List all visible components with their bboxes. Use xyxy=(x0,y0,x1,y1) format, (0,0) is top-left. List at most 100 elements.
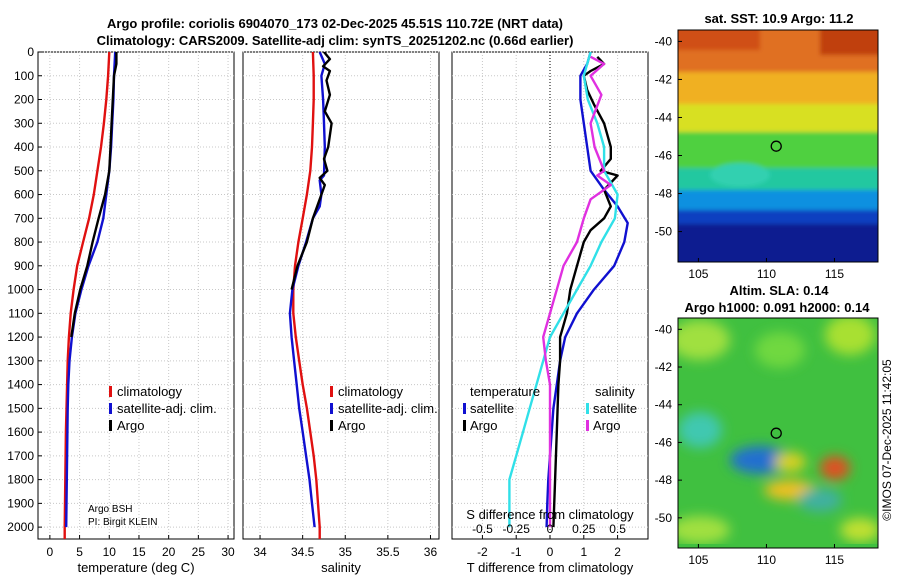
sla-map-frame xyxy=(677,317,879,549)
sst-y-ticks: -40 -42 -44 -46 -48 -50 xyxy=(655,34,682,239)
map-y-tick-label: -44 xyxy=(655,398,673,412)
legend-header-salinity: salinity xyxy=(595,384,635,399)
legend-label-satellite: satellite-adj. clim. xyxy=(117,401,217,416)
x-tick-label: 36 xyxy=(424,545,438,559)
y-tick-label: 1700 xyxy=(7,449,34,463)
legend-label-argo: Argo xyxy=(338,418,365,433)
map-x-tick-label: 110 xyxy=(757,267,776,281)
legend-swatch-satellite xyxy=(330,403,333,414)
sst-argo-marker xyxy=(770,140,782,152)
sla-blob-low xyxy=(730,446,790,474)
x-tick-label: -2 xyxy=(477,545,488,559)
map-x-tick-label: 115 xyxy=(825,553,844,567)
y-tick-label: 1800 xyxy=(7,473,34,487)
map-y-tick-label: -42 xyxy=(655,360,673,374)
map-y-tick-label: -50 xyxy=(655,511,673,525)
difference-x-ticks: -2 -1 0 1 2 xyxy=(477,535,621,559)
sst-band-navy xyxy=(678,224,878,262)
series-line-argo xyxy=(70,52,118,338)
credit-institution: Argo BSH xyxy=(88,504,132,515)
y-tick-label: 200 xyxy=(14,93,34,107)
y-tick-label: 1100 xyxy=(8,306,34,320)
map-x-tick-label: 110 xyxy=(757,553,776,567)
sla-blob xyxy=(825,318,875,355)
legend-swatch-t-satellite xyxy=(463,403,466,414)
map-x-tick-label: 105 xyxy=(688,267,708,281)
y-tick-label: 1200 xyxy=(7,330,34,344)
difference-s-ticks: -0.5 -0.25 0 0.25 0.5 xyxy=(472,522,626,536)
y-tick-label: 600 xyxy=(14,188,34,202)
sst-map-frame xyxy=(677,29,879,263)
salinity-series xyxy=(288,52,333,539)
y-tick-label: 1400 xyxy=(7,378,34,392)
x-tick-label: 35.5 xyxy=(376,545,400,559)
legend-label-t-argo: Argo xyxy=(470,418,497,433)
sst-heatmap xyxy=(678,30,878,262)
series-line-s-argo xyxy=(542,55,612,528)
legend-swatch-satellite xyxy=(109,403,112,414)
x-tick-label: 20 xyxy=(162,545,176,559)
sla-blob xyxy=(678,320,730,360)
temperature-series xyxy=(63,52,118,539)
salinity-x-ticks: 34 34.5 35 35.5 36 xyxy=(253,535,437,559)
map-y-tick-label: -46 xyxy=(655,435,673,449)
temperature-x-label: temperature (deg C) xyxy=(77,560,194,575)
difference-panel: -2 -1 0 1 2 -0.5 -0.25 0 0.25 0.5 S difference f… xyxy=(451,51,649,575)
salinity-axes-box xyxy=(242,51,440,540)
sla-blob xyxy=(774,452,806,472)
legend-label-argo: Argo xyxy=(117,418,144,433)
series-line-satellite-adj-clim- xyxy=(288,52,326,528)
x-tick-label: 0 xyxy=(47,545,54,559)
sla-heatmap xyxy=(678,318,878,548)
legend-swatch-s-satellite xyxy=(586,403,589,414)
map-y-tick-label: -46 xyxy=(655,149,673,163)
s-tick-label: 0.5 xyxy=(609,522,626,536)
series-line-climatology xyxy=(63,52,111,539)
y-tick-label: 800 xyxy=(14,235,34,249)
difference-series xyxy=(508,52,629,528)
salinity-panel: 34 34.5 35 35.5 36 salinity climatology sate… xyxy=(242,51,440,575)
difference-legend: temperature satellite Argo salinity sate… xyxy=(463,384,637,433)
imos-timestamp: ©IMOS 07-Dec-2025 11:42:05 xyxy=(880,359,894,521)
legend-swatch-climatology xyxy=(109,386,112,397)
temperature-axes-box xyxy=(37,51,235,540)
legend-header-temperature: temperature xyxy=(470,384,540,399)
legend-label-climatology: climatology xyxy=(117,384,183,399)
x-tick-label: 2 xyxy=(614,545,621,559)
legend-label-s-argo: Argo xyxy=(593,418,620,433)
series-line-s-satellite xyxy=(508,52,619,528)
sla-blob xyxy=(678,516,730,544)
sst-map-panel: sat. SST: 10.9 Argo: 11.2 105 110 115 -40-… xyxy=(655,11,879,281)
legend-swatch-argo xyxy=(330,420,333,431)
map-y-tick-label: -44 xyxy=(655,110,673,124)
y-tick-label: 2000 xyxy=(7,520,34,534)
legend-swatch-argo xyxy=(109,420,112,431)
legend-swatch-t-argo xyxy=(463,420,466,431)
x-tick-label: 34 xyxy=(253,545,267,559)
sla-argo-marker xyxy=(770,427,782,439)
x-tick-label: 34.5 xyxy=(291,545,315,559)
sla-blob xyxy=(840,518,878,542)
sla-blob xyxy=(678,412,722,448)
s-tick-label: -0.25 xyxy=(503,522,531,536)
series-line-argo xyxy=(290,52,333,290)
sla-x-ticks: 105 110 115 xyxy=(688,544,844,567)
sst-x-ticks: 105 110 115 xyxy=(688,258,844,281)
temperature-grid xyxy=(38,51,234,539)
legend-label-satellite: satellite-adj. clim. xyxy=(338,401,438,416)
legend-swatch-s-argo xyxy=(586,420,589,431)
s-tick-label: -0.5 xyxy=(472,522,493,536)
series-line-climatology xyxy=(292,52,321,539)
temperature-x-ticks: 0 5 10 15 20 25 30 xyxy=(47,535,235,559)
y-tick-label: 700 xyxy=(14,211,34,225)
sla-blob xyxy=(755,332,805,368)
t-difference-label: T difference from climatology xyxy=(467,560,634,575)
sla-y-ticks: -40 -42 -44 -46 -48 -50 xyxy=(655,322,682,525)
x-tick-label: 25 xyxy=(192,545,206,559)
sst-band-hot-patch xyxy=(678,30,760,50)
x-tick-label: 30 xyxy=(221,545,235,559)
sla-map-panel: Altim. SLA: 0.14 Argo h1000: 0.091 h2000… xyxy=(655,283,879,567)
salinity-x-label: salinity xyxy=(321,560,361,575)
y-tick-label: 0 xyxy=(27,45,34,59)
legend-label-climatology: climatology xyxy=(338,384,404,399)
